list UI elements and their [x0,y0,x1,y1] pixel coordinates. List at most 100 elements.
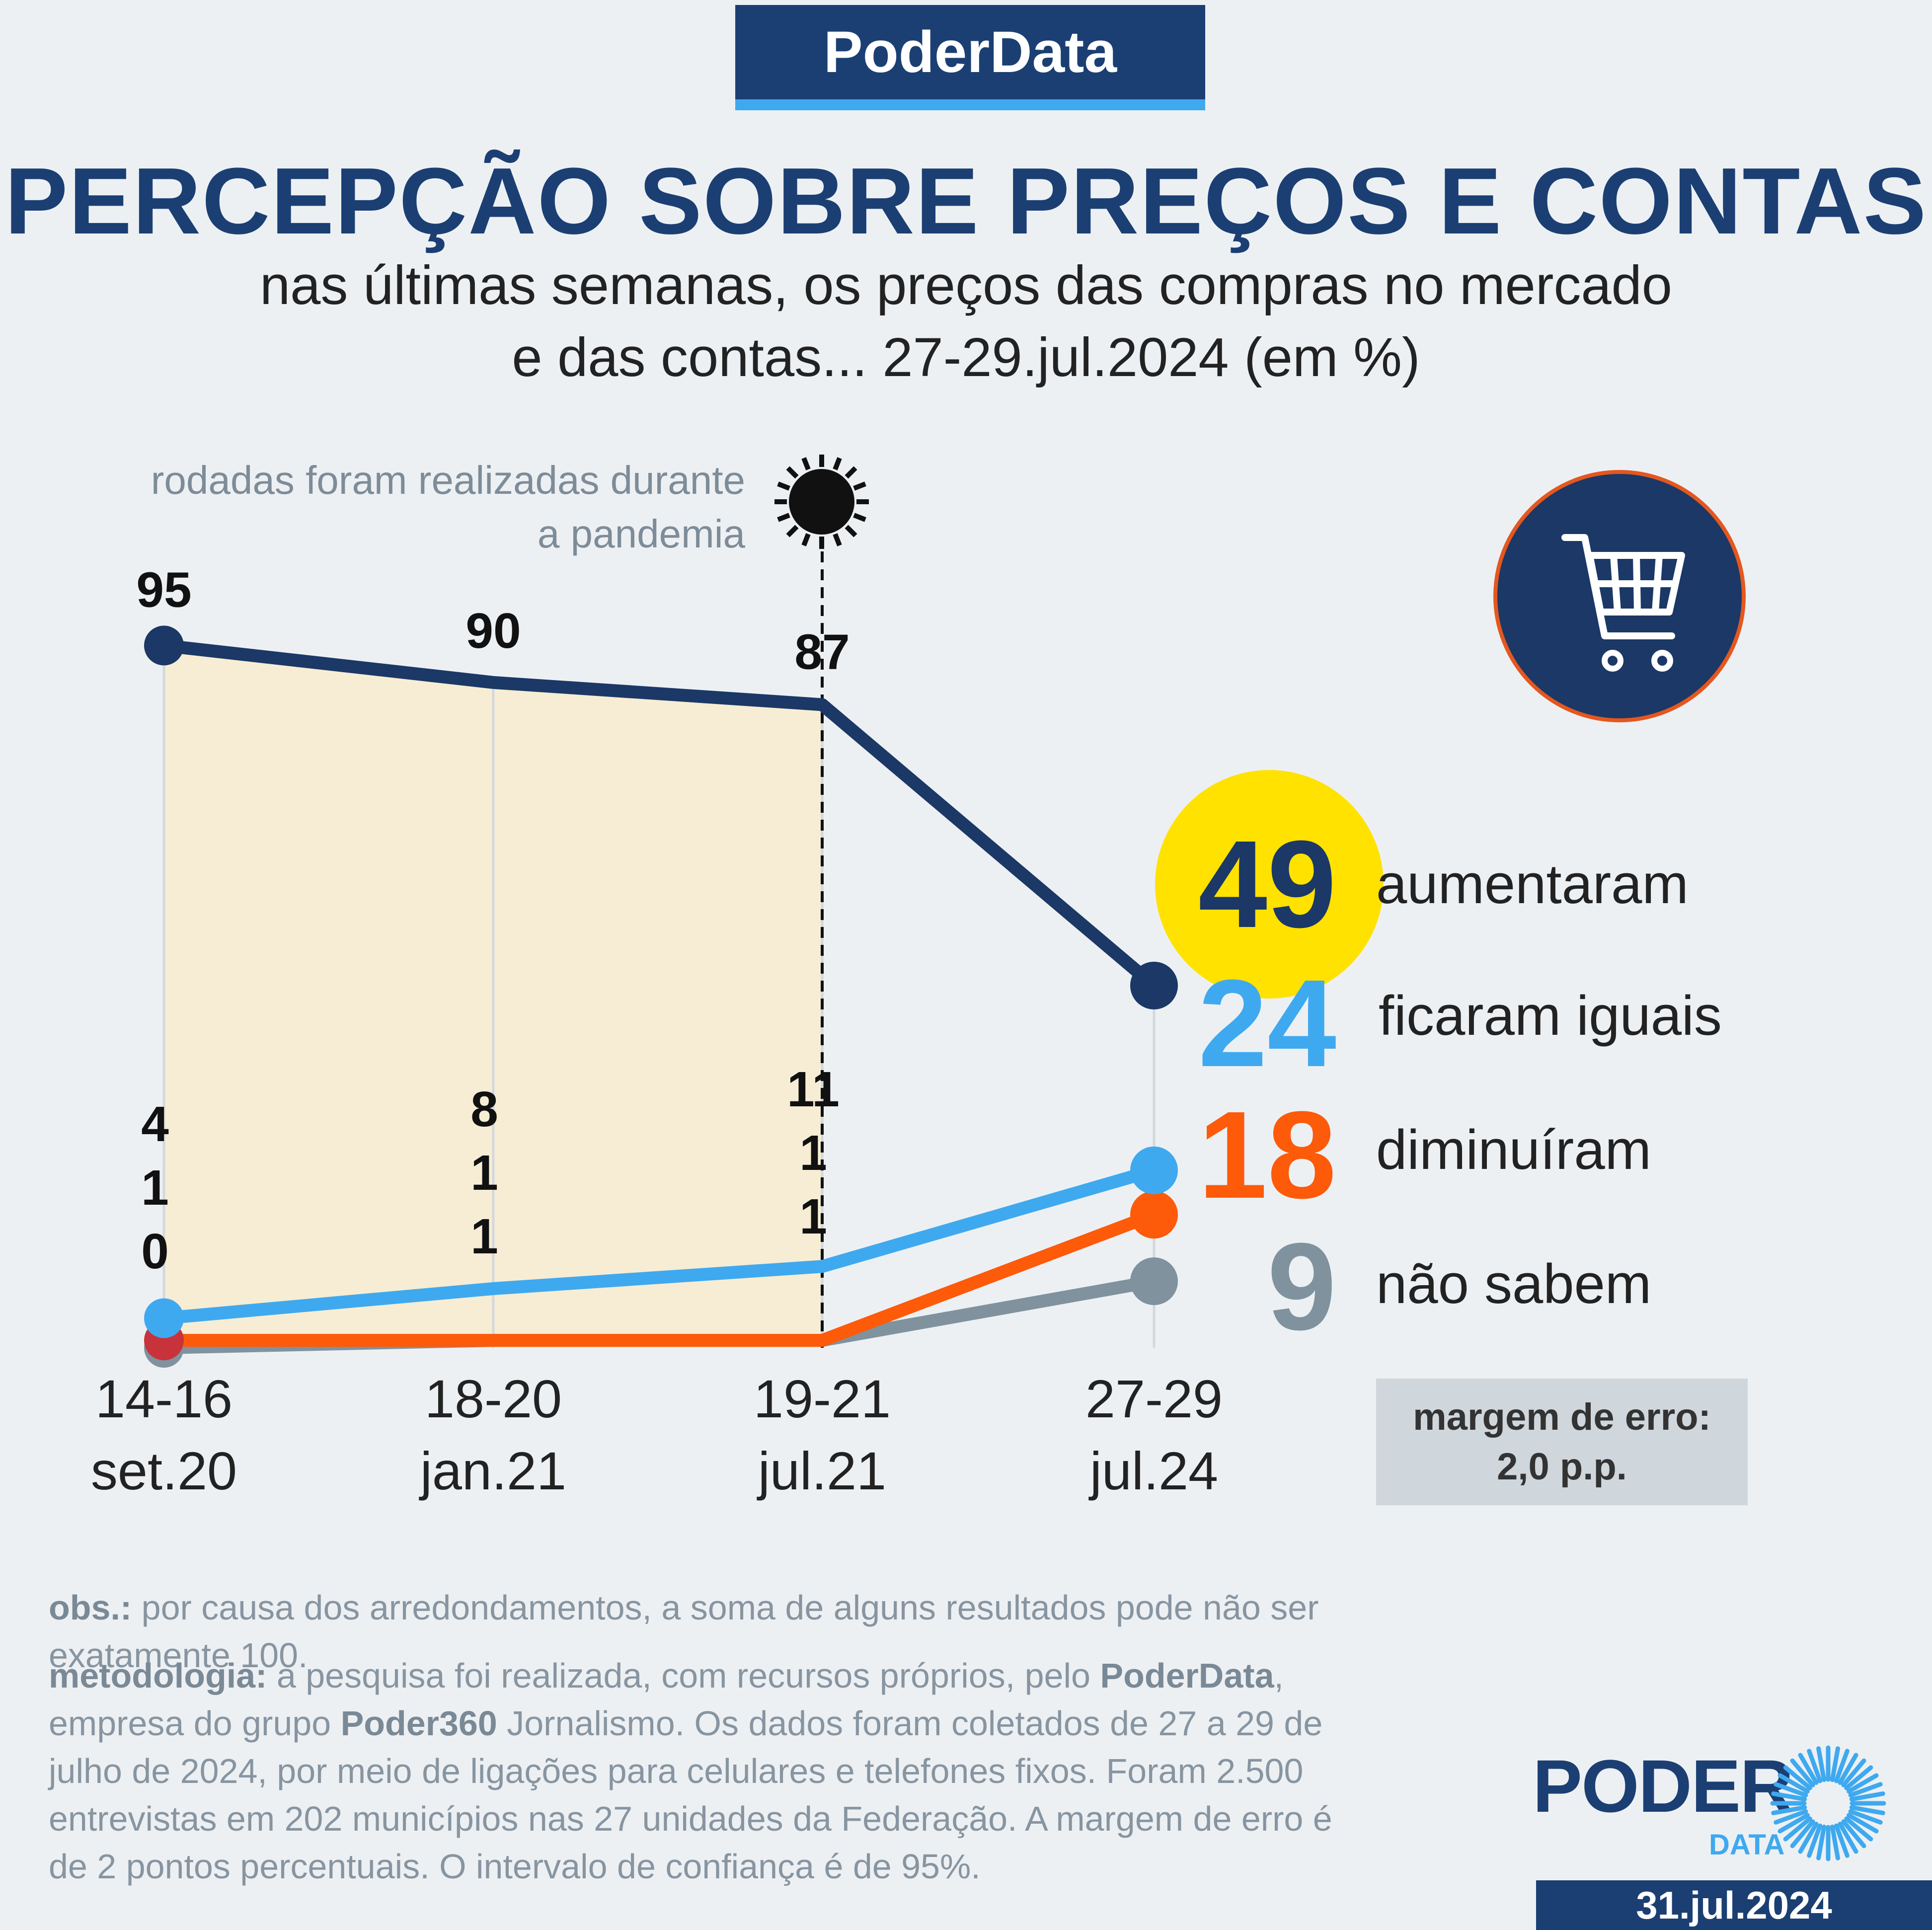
legend-value-diminuiram: 18 [1198,1085,1336,1224]
burst-ray [1777,1813,1810,1834]
burst-ray [1830,1824,1840,1860]
series-line-ficaram-iguais [157,1163,1160,1325]
burst-ray [1844,1765,1873,1790]
x-tick-label: 19-21 [754,1369,891,1429]
burst-ray [1774,1782,1808,1798]
methodology-brand-1: PoderData [1100,1656,1274,1695]
legend-label-diminuiram: diminuíram [1376,1119,1651,1181]
margin-label: margem de erro: [1413,1395,1711,1438]
legend-value-nao-sabem: 9 [1267,1217,1336,1356]
burst-ray [1783,1765,1812,1790]
legend-label-nao-sabem: não sabem [1376,1253,1652,1315]
data-point-aumentaram-end [1130,961,1178,1009]
burst-ray [1838,1753,1858,1785]
data-point-aumentaram-start [144,625,184,666]
burst-ray [1834,1823,1850,1858]
burst-ray [1849,1791,1885,1802]
data-point-nao-sabem-end [1130,1257,1178,1306]
burst-ray [1834,1749,1850,1783]
methodology-text-6: entrevistas em 202 municípios nas 27 uni… [49,1799,1332,1838]
methodology-text-2: , [1274,1656,1284,1695]
data-label-stack: 11 [787,1062,840,1117]
data-label-stack: 1 [799,1125,827,1181]
logo-sub: DATA [1709,1829,1785,1861]
burst-ray [1783,1816,1812,1842]
burst-ray [1807,1823,1823,1858]
series-lines [157,639,1160,1354]
methodology-label: metodologia: [49,1656,267,1695]
page-title: PERCEPÇÃO SOBRE PREÇOS E CONTAS [4,149,1928,254]
data-label-top: 95 [136,562,191,618]
burst-ray [1816,1824,1827,1860]
burst-ray [1841,1819,1866,1849]
subtitle-line-1: nas últimas semanas, os preços das compr… [260,255,1672,316]
logo-burst-icon [1770,1745,1886,1861]
x-tick-label: jul.24 [1088,1441,1218,1501]
x-axis-labels: 14-16 set.20 18-20 jan.21 19-21 jul.21 27-29 ju… [91,1369,1223,1501]
footer-obs: obs.: por causa dos arredondamentos, a s… [49,1584,1489,1679]
burst-ray [1848,1809,1883,1825]
pandemic-note-line-2: a pandemia [537,512,745,556]
burst-ray [1807,1749,1823,1783]
burst-ray [1777,1773,1810,1794]
publish-date: 31.jul.2024 [1536,1880,1932,1930]
burst-ray [1847,1813,1879,1834]
methodology-brand-2: Poder360 [340,1704,497,1743]
x-tick-label: jul.21 [757,1441,886,1501]
burst-ray [1841,1758,1866,1787]
methodology-text-3: empresa do grupo [49,1704,341,1743]
series-line-aumentaram [157,639,1160,992]
legend-value-ficaram-iguais: 24 [1198,954,1336,1092]
burst-ray [1774,1809,1808,1825]
x-tick-label: 27-29 [1085,1369,1223,1429]
methodology-text-5: julho de 2024, por meio de ligações para… [49,1752,1304,1790]
data-point-ficaram-iguais-end [1130,1146,1178,1194]
virus-icon [774,455,869,549]
burst-ray [1838,1822,1858,1854]
pandemic-note-line-1: rodadas foram realizadas durante [151,458,745,502]
burst-ray [1790,1819,1815,1849]
margin-of-error-box: margem de erro: 2,0 p.p. [1376,1379,1748,1505]
data-label-stack: 1 [470,1209,498,1264]
burst-ray [1847,1773,1879,1794]
brand-label: PoderData [823,19,1117,85]
x-tick-label: set.20 [91,1441,237,1501]
burst-ray [1798,1822,1819,1854]
shopping-cart-icon [1493,470,1746,722]
brand-badge: PoderData [735,5,1205,110]
burst-ray [1830,1746,1840,1782]
data-point-ficaram-iguais-start [144,1298,184,1338]
subtitle-line-2: e das contas... 27-29.jul.2024 (em %) [512,327,1420,388]
burst-ray [1816,1746,1827,1782]
methodology-text-7: de 2 pontos percentuais. O intervalo de … [49,1847,981,1886]
logo-word: PODER [1533,1744,1793,1828]
data-label-stack: 0 [141,1224,169,1279]
legend-label-ficaram-iguais: ficaram iguais [1379,985,1722,1047]
footer-methodology: metodologia: a pesquisa foi realizada, c… [49,1652,1489,1890]
data-label-stack: 1 [799,1189,827,1244]
data-label-stack: 8 [470,1081,498,1137]
x-tick-label: 14-16 [95,1369,232,1429]
data-label-stack: 1 [141,1160,169,1216]
data-label-top: 87 [794,624,850,680]
methodology-text-4: Jornalismo. Os dados foram coletados de … [497,1704,1323,1743]
legend-label-aumentaram: aumentaram [1376,853,1689,915]
data-point-diminuiram-end [1130,1191,1178,1239]
burst-ray [1798,1753,1819,1785]
methodology-text-1: a pesquisa foi realizada, com recursos p… [267,1656,1100,1695]
burst-ray [1771,1791,1807,1802]
obs-text: por causa dos arredondamentos, a soma de… [49,1588,1319,1675]
burst-ray [1790,1758,1815,1787]
burst-ray [1849,1805,1885,1815]
data-label-stack: 1 [470,1145,498,1201]
obs-label: obs.: [49,1588,132,1627]
highlight-circle [1155,770,1384,999]
x-tick-label: jan.21 [419,1441,566,1501]
x-tick-label: 18-20 [425,1369,562,1429]
margin-value: 2,0 p.p. [1497,1445,1627,1488]
series-dots [144,625,1178,1368]
data-label-stack: 4 [141,1096,169,1152]
burst-ray [1844,1816,1873,1842]
